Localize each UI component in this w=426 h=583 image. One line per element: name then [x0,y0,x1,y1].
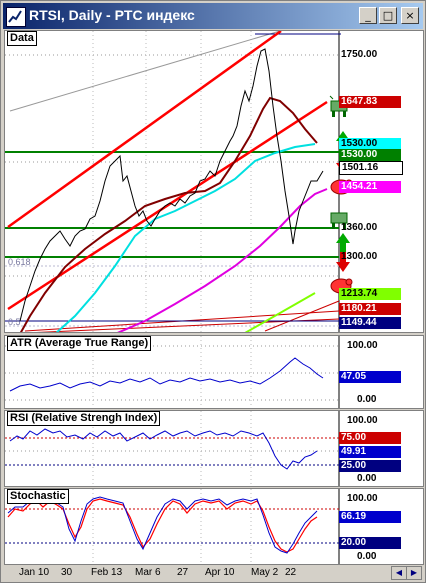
price-pane[interactable]: Data 0.618 0.5 1750.00 1647.83 1530.00 1… [4,30,424,333]
rsi-pane[interactable]: RSI (Relative Strengh Index) 100.00 75.0… [4,410,424,487]
up-arrow-icon [336,233,350,253]
stochastic-value: 66.19 [339,511,401,523]
scroll-left-button[interactable]: ◀ [391,566,407,580]
stochastic-level-oversold: 20.00 [339,537,401,549]
price-tick: 1750.00 [341,49,378,60]
rsi-pane-label: RSI (Relative Strengh Index) [7,411,161,426]
rsi-line [9,428,318,470]
stochastic-chart-svg [5,489,340,564]
price-chart-svg [5,31,341,332]
green-ma-line [244,292,316,332]
atr-tick: 100.00 [347,340,378,351]
title-bar[interactable]: RTSI, Daily - PTC индекс _ □ × [3,3,423,29]
atr-value: 47.05 [339,371,401,383]
stochastic-tick: 0.00 [357,551,377,562]
price-tag-navy: 1149.44 [339,317,401,329]
price-tick: 1360.00 [341,222,378,233]
date-label: 27 [177,567,189,578]
price-tag-last: 1501.16 [339,161,403,175]
rsi-tick: 100.00 [347,415,378,426]
date-label: Feb 13 [91,567,123,578]
price-tag-magenta: 1454.21 [339,181,401,193]
stochastic-pane-label: Stochastic [7,489,69,504]
atr-line [9,357,324,392]
bull-icon [330,212,348,229]
cyan-ma-line [55,143,316,332]
close-icon: × [405,9,415,22]
chart-app-icon [6,7,26,27]
rsi-level-oversold: 25.00 [339,460,401,472]
price-tag-cyan: 1530.00 [339,138,401,150]
date-label: Apr 10 [205,567,235,578]
close-button[interactable]: × [401,7,419,24]
price-pane-label: Data [7,31,37,46]
date-label: Mar 6 [135,567,161,578]
price-tag-dark-red: 1647.83 [339,96,401,108]
price-tick: 1300.00 [341,251,378,262]
stochastic-k-line [7,496,318,554]
stochastic-tick: 100.00 [347,493,378,504]
maximize-icon: □ [382,9,394,22]
date-axis [4,565,424,581]
maximize-button[interactable]: □ [379,7,397,24]
rsi-level-overbought: 75.00 [339,432,401,444]
scroll-right-button[interactable]: ▶ [406,566,422,580]
atr-tick: 0.00 [357,394,377,405]
date-label: 30 [61,567,73,578]
date-label: May 2 [251,567,279,578]
lower-trendline [7,100,328,311]
price-tag-red: 1180.21 [339,303,401,315]
price-line [19,48,324,322]
price-tag-green: 1213.74 [339,288,401,300]
price-tag-resistance: 1530.00 [339,149,401,161]
date-label: 22 [285,567,297,578]
fib-500-label: 0.5 [8,317,21,327]
magenta-ma-line [117,188,328,332]
atr-pane[interactable]: ATR (Average True Range) 100.00 47.05 0.… [4,335,424,409]
rsi-tick: 0.00 [357,473,377,484]
minimize-icon: _ [365,9,371,22]
down-arrow-icon [336,252,350,272]
window-title: RTSI, Daily - PTC индекс [29,7,195,23]
stochastic-d-line [7,498,318,553]
dark-red-ma-line [19,96,318,332]
upper-channel-line [9,31,281,112]
upper-trendline [7,31,282,229]
rsi-value: 49.91 [339,446,401,458]
date-label: Jan 10 [19,567,50,578]
minimize-button[interactable]: _ [359,7,377,24]
atr-pane-label: ATR (Average True Range) [7,336,152,351]
fib-618-label: 0.618 [8,257,31,267]
stochastic-pane[interactable]: Stochastic 100.00 66.19 20.00 0.00 [4,488,424,565]
